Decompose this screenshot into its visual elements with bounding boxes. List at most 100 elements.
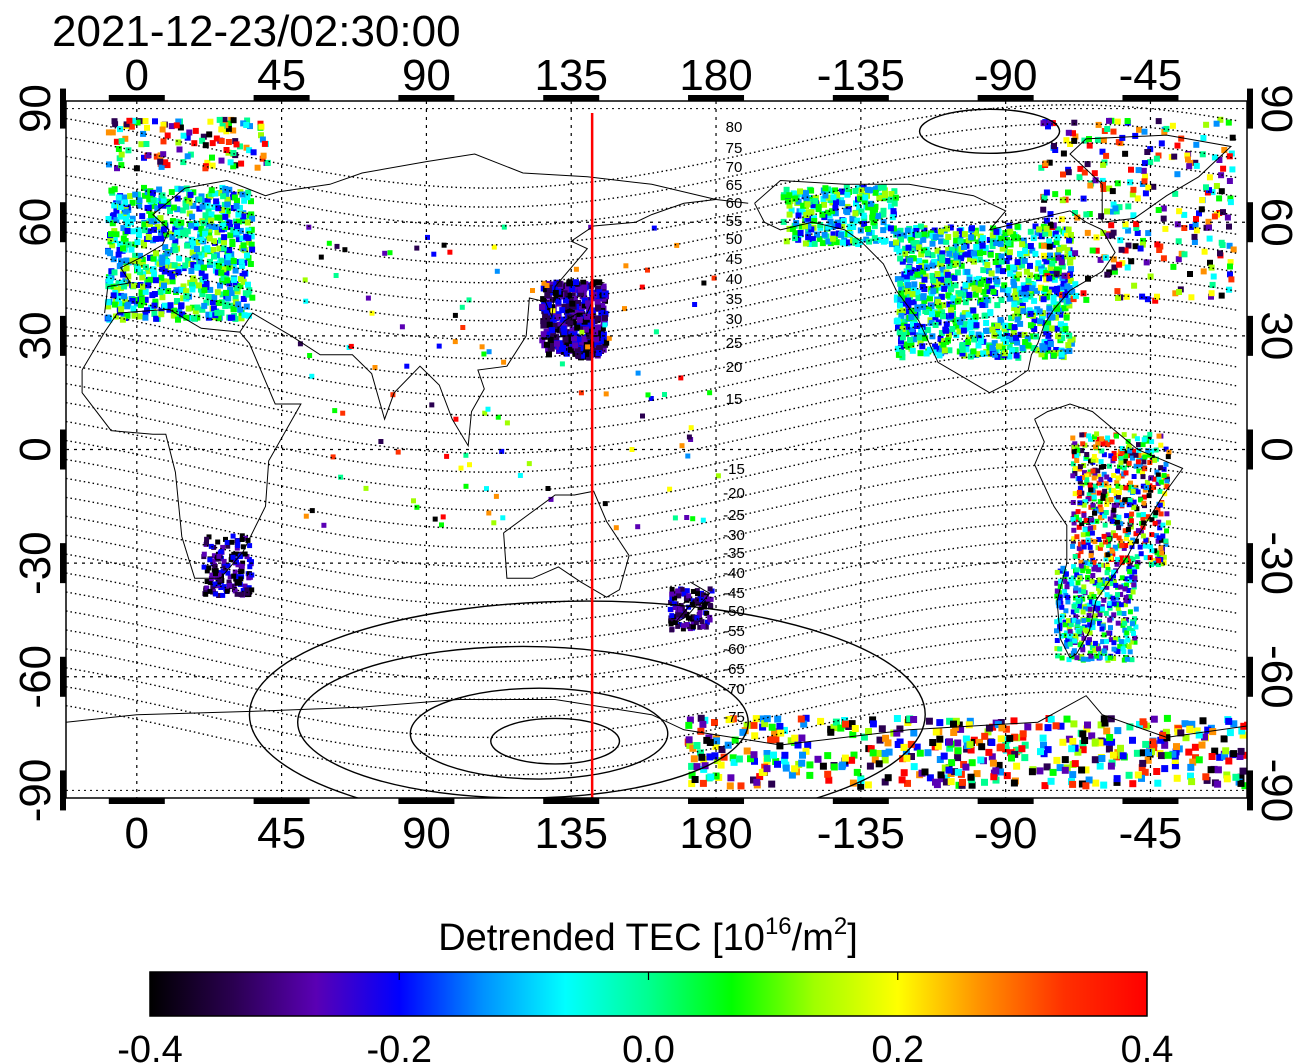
tec-point [1061,766,1069,774]
tec-point [1030,345,1037,351]
tec-point [1110,595,1116,601]
right-tick-bar [1247,88,1253,129]
tec-point [133,165,140,172]
tec-point [1219,242,1226,248]
tec-point [485,406,491,412]
tec-point [543,310,550,317]
tec-point [967,255,973,262]
tec-point [1116,261,1123,268]
tec-point [517,473,523,478]
tec-point [701,762,709,770]
tec-point [1072,292,1079,299]
tec-point [185,305,192,312]
tec-point [115,200,122,207]
tec-point [973,322,980,329]
tec-point [821,231,828,238]
tec-point [562,297,569,304]
tec-point [238,258,245,265]
tec-point [945,766,953,774]
tec-point [223,147,230,153]
tec-point [180,132,187,139]
colorbar-tick-label: 0.0 [622,1029,675,1064]
tec-point [1163,714,1171,722]
tec-point [1125,527,1131,532]
tec-point [764,754,771,762]
tec-point [1031,317,1038,324]
tec-point [697,624,703,630]
tec-point [824,770,832,778]
tec-point [238,576,244,582]
tec-point [1121,583,1127,589]
tec-point [196,282,202,289]
tec-point [209,154,215,161]
tec-point [1124,513,1130,519]
tec-point [1157,502,1163,508]
tec-point [1092,539,1098,545]
tec-point [553,326,560,333]
tec-point [1091,170,1098,177]
tec-point [1110,256,1117,263]
tec-point [1153,768,1161,775]
tec-point [212,190,219,197]
tec-point [567,320,574,327]
tec-point [173,122,180,129]
tec-point [990,773,998,781]
tec-point [1068,336,1075,343]
tec-point [342,247,348,253]
tec-point [1164,751,1172,759]
tec-point [1099,586,1105,592]
tec-point [1041,242,1047,249]
tec-point [1121,432,1127,438]
tec-point [1114,727,1122,735]
tec-point [791,734,799,742]
tec-point [159,294,166,301]
tec-point [231,194,238,201]
tec-point [953,242,960,249]
tec-point [1082,470,1087,476]
tec-point [134,239,141,245]
tec-point [694,588,700,594]
tec-point [539,303,546,310]
tec-point [1087,482,1093,488]
tec-point [1068,577,1074,583]
mlat-pole-contour [409,687,669,780]
tec-point [1229,134,1236,141]
tec-point [938,276,945,283]
tec-point [167,270,174,277]
tec-point [1001,350,1008,357]
tec-point [139,213,146,220]
left-lat-label: 60 [11,198,60,247]
tec-point [635,370,641,376]
tec-point [222,213,229,220]
tec-point [936,756,944,763]
tec-point [1175,256,1182,263]
tec-point [945,234,952,240]
tec-point [1051,143,1057,149]
tec-point [603,339,610,346]
tec-point [1031,326,1038,332]
tec-point [706,753,714,761]
tec-point [208,190,215,197]
tec-point [1163,538,1169,544]
tec-point [819,762,827,770]
tec-point [1174,171,1181,178]
tec-point [225,139,232,145]
tec-point [1048,268,1055,275]
tec-point [1140,470,1145,476]
tec-point [853,200,859,207]
bottom-lon-label: -45 [1119,809,1183,858]
tec-point [1046,275,1053,282]
tec-point [959,314,966,321]
tec-point [1055,653,1061,659]
tec-point [204,245,211,252]
tec-point [214,289,221,296]
tec-point [160,138,167,145]
tec-point [1188,294,1195,301]
tec-point [865,728,872,735]
tec-point [575,300,581,306]
tec-point [1086,142,1093,149]
tec-point [1102,488,1108,494]
tec-point [172,226,179,233]
tec-point [1193,216,1199,222]
tec-point [1065,129,1072,136]
